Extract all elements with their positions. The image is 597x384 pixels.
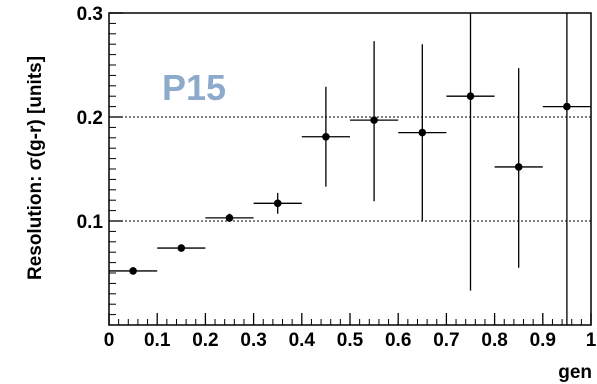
x-tick-label: 0.8 xyxy=(481,330,507,351)
point-marker xyxy=(514,163,523,171)
point-marker xyxy=(418,128,427,137)
point-marker xyxy=(322,132,330,141)
data-points xyxy=(109,13,591,325)
x-tick-label: 0.1 xyxy=(144,330,171,351)
data-point xyxy=(157,244,206,252)
point-marker xyxy=(563,102,571,111)
x-tick-label: 0.7 xyxy=(433,330,459,351)
point-marker xyxy=(370,116,378,124)
point-marker xyxy=(466,92,475,100)
annotation-label: P15 xyxy=(162,67,226,108)
x-tick-label: 0.4 xyxy=(289,330,316,351)
y-tick-label: 0.2 xyxy=(77,108,103,129)
x-tick-label: 0 xyxy=(104,330,115,351)
data-point xyxy=(542,13,591,325)
x-tick-label: 0.5 xyxy=(337,330,364,351)
x-tick-label: 0.6 xyxy=(385,330,411,351)
x-tick-label: 0.3 xyxy=(240,330,266,351)
y-tick-label: 0.1 xyxy=(77,212,104,233)
axes: 0 0.1 0.2 0.3 0.4 0.5 0.6 0.7 0.8 0.9 1 0.1 0.2 0.3 xyxy=(77,4,597,351)
y-tick-label: 0.3 xyxy=(77,4,103,25)
x-tick-label: 1 xyxy=(586,330,597,351)
point-marker xyxy=(129,267,137,275)
point-marker xyxy=(273,199,282,208)
point-marker xyxy=(177,244,186,252)
y-axis-title: Resolution: σ(g-r) [units] xyxy=(25,56,46,280)
data-point xyxy=(446,13,495,291)
data-point xyxy=(205,213,254,223)
reference-lines xyxy=(109,116,591,222)
x-axis-title: gen xyxy=(558,362,592,383)
data-point xyxy=(398,44,447,221)
data-point xyxy=(253,192,302,214)
data-point xyxy=(301,86,350,187)
x-tick-label: 0.2 xyxy=(192,330,218,351)
data-point xyxy=(109,267,158,275)
point-marker xyxy=(225,214,234,222)
x-tick-label: 0.9 xyxy=(530,330,556,351)
data-point xyxy=(494,68,543,268)
data-point xyxy=(350,41,399,202)
